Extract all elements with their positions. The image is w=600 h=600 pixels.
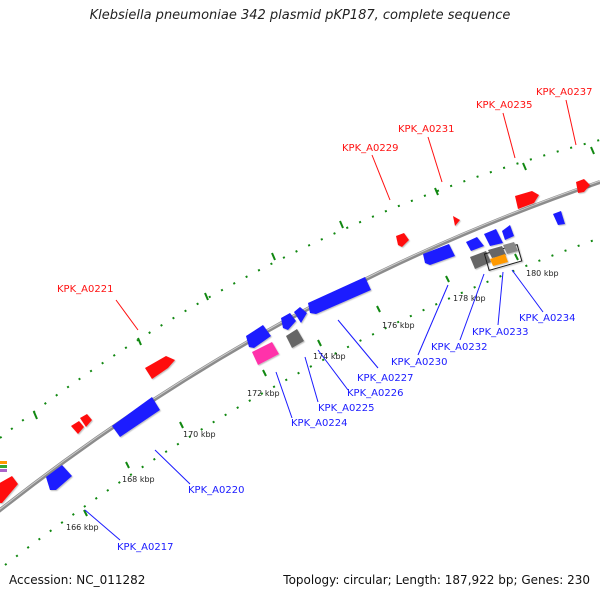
scale-label: 174 kbp [313, 352, 346, 361]
leader-line [337, 319, 379, 369]
leader-line [115, 299, 139, 331]
gene-label[interactable]: KPK_A0230 [391, 357, 447, 368]
summary-label: Topology: circular; Length: 187,922 bp; … [283, 573, 590, 587]
outer-tick [271, 252, 276, 261]
gene-forward[interactable] [453, 216, 460, 226]
gene-label[interactable]: KPK_A0226 [347, 388, 403, 399]
leader-line [304, 356, 319, 403]
gene-label[interactable]: KPK_A0232 [431, 342, 487, 353]
outer-tick [137, 337, 142, 346]
inner-guide-line [4, 237, 600, 566]
gene-forward[interactable] [145, 356, 175, 379]
gene-reverse[interactable] [553, 211, 565, 225]
gene-reverse[interactable] [502, 225, 514, 240]
feature-green [0, 465, 7, 468]
gene-forward[interactable] [396, 233, 409, 247]
scale-label: 176 kbp [382, 321, 415, 330]
scale-label: 180 kbp [526, 269, 559, 278]
leader-line [427, 136, 443, 183]
leader-line [459, 273, 485, 341]
forward-gene-labels: KPK_A0221 KPK_A0229 KPK_A0231 KPK_A0235 … [57, 87, 592, 295]
scale-tick [125, 461, 130, 469]
feature-orange [0, 461, 7, 464]
gene-reverse[interactable] [466, 237, 484, 251]
leader-line [275, 371, 293, 419]
outer-tick [33, 411, 38, 420]
feature-grey[interactable] [488, 246, 506, 258]
gene-label[interactable]: KPK_A0231 [398, 124, 454, 135]
gene-label[interactable]: KPK_A0217 [117, 542, 173, 553]
gene-forward[interactable] [576, 179, 590, 193]
scale-tick [317, 339, 322, 347]
other-features [252, 242, 523, 365]
feature-grey[interactable] [286, 329, 304, 348]
scale-label: 178 kbp [453, 294, 486, 303]
leader-line [317, 349, 349, 391]
misc-feature-stack [0, 461, 7, 472]
leader-line [154, 449, 191, 485]
reverse-gene-labels: KPK_A0217 KPK_A0220 KPK_A0224 KPK_A0225 … [117, 313, 575, 553]
gene-label[interactable]: KPK_A0234 [519, 313, 575, 324]
gene-reverse[interactable] [246, 325, 271, 348]
leader-line [502, 112, 516, 159]
scale-labels: 166 kbp 168 kbp 170 kbp 172 kbp 174 kbp … [66, 269, 559, 532]
scale-major-ticks [33, 146, 595, 517]
gene-reverse[interactable] [423, 244, 455, 265]
leader-line [417, 284, 449, 356]
accession-label: Accession: NC_011282 [9, 573, 146, 587]
gene-reverse[interactable] [484, 229, 503, 246]
gene-label[interactable]: KPK_A0220 [188, 485, 244, 496]
scale-tick [179, 421, 184, 429]
outer-tick [522, 162, 527, 171]
forward-leader-lines [115, 99, 577, 331]
gene-reverse[interactable] [308, 277, 371, 314]
gene-forward[interactable] [515, 191, 539, 209]
leader-line [371, 154, 391, 201]
gene-label[interactable]: KPK_A0229 [342, 143, 398, 154]
scale-tick [445, 275, 450, 283]
gene-label[interactable]: KPK_A0225 [318, 403, 374, 414]
leader-line [511, 269, 544, 313]
feature-purple [0, 469, 7, 472]
scale-label: 170 kbp [183, 430, 216, 439]
gene-label[interactable]: KPK_A0227 [357, 373, 413, 384]
gene-label[interactable]: KPK_A0224 [291, 418, 347, 429]
leader-line [84, 509, 121, 541]
feature-pink[interactable] [252, 342, 279, 365]
feature-orange[interactable] [490, 254, 508, 266]
gene-reverse[interactable] [46, 465, 72, 490]
gene-reverse[interactable] [294, 307, 307, 323]
leader-line [497, 271, 504, 326]
scale-tick [376, 305, 381, 313]
scale-label: 168 kbp [122, 475, 155, 484]
outer-tick [204, 292, 209, 301]
map-title: Klebsiella pneumoniae 342 plasmid pKP187… [89, 8, 511, 23]
inner-guide-ticks [4, 237, 600, 566]
outer-tick [434, 187, 439, 196]
scale-label: 172 kbp [247, 389, 280, 398]
outer-tick [590, 146, 595, 155]
gene-reverse[interactable] [281, 313, 296, 330]
gene-label[interactable]: KPK_A0221 [57, 284, 113, 295]
gene-forward[interactable] [71, 421, 84, 434]
gene-forward[interactable] [0, 476, 18, 503]
scale-tick [83, 509, 88, 517]
outer-tick [339, 220, 344, 229]
gene-label[interactable]: KPK_A0235 [476, 100, 532, 111]
feature-grey[interactable] [503, 242, 518, 254]
reverse-leader-lines [84, 269, 544, 541]
gene-reverse[interactable] [112, 397, 160, 437]
leader-line [565, 99, 577, 146]
reverse-genes [46, 211, 565, 490]
gene-forward[interactable] [80, 414, 92, 427]
gene-label[interactable]: KPK_A0233 [472, 327, 528, 338]
scale-label: 166 kbp [66, 523, 99, 532]
scale-tick [262, 369, 267, 377]
feature-grey[interactable] [470, 251, 491, 269]
forward-genes [0, 179, 590, 503]
gene-label[interactable]: KPK_A0237 [536, 87, 592, 98]
scale-tick [514, 253, 519, 261]
